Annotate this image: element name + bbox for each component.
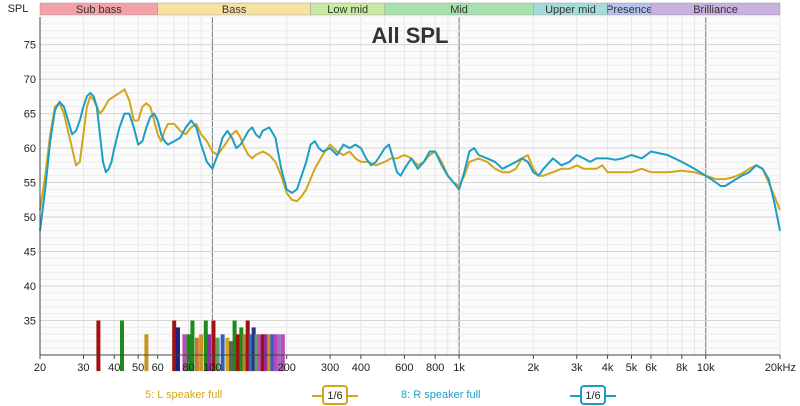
- x-tick-label-10: 600: [395, 362, 413, 374]
- series-line-0: [39, 88, 781, 211]
- marker-bar-14: [220, 334, 225, 372]
- frequency-markers: [96, 320, 285, 372]
- marker-bar-3: [172, 320, 177, 372]
- x-tick-label-1: 30: [77, 362, 89, 374]
- x-tick-label-7: 200: [277, 362, 295, 374]
- y-tick-label-0: 35: [24, 316, 36, 328]
- frequency-bands: Sub bass Bass Low mid Mid Upper mid Presence B…: [39, 2, 781, 16]
- axes: 35 40 45 50 55 60 65 70 75 20 30 40 50 60 80 100 200 300 4…: [24, 17, 796, 374]
- x-tick-label-4: 60: [152, 362, 164, 374]
- band-label-0: Sub bass: [76, 4, 122, 16]
- y-axis-label: SPL: [8, 3, 29, 15]
- marker-bar-8: [194, 337, 199, 372]
- x-tick-label-8: 300: [321, 362, 339, 374]
- y-tick-label-5: 60: [24, 143, 36, 155]
- marker-bar-25: [257, 334, 262, 372]
- marker-bar-23: [251, 327, 256, 372]
- marker-bar-2: [144, 334, 149, 372]
- y-tick-label-8: 75: [24, 40, 36, 52]
- marker-bar-9: [199, 334, 204, 372]
- marker-bar-16: [229, 341, 234, 372]
- plot-area: [40, 17, 780, 355]
- marker-bar-22: [248, 334, 253, 372]
- x-tick-label-0: 20: [34, 362, 46, 374]
- marker-bar-7: [190, 320, 195, 372]
- marker-bar-15: [225, 337, 230, 372]
- legend-label-1: 8: R speaker full: [401, 389, 480, 401]
- x-tick-label-17: 6k: [645, 362, 657, 374]
- series-line-1: [39, 91, 781, 231]
- marker-bar-29: [270, 334, 275, 372]
- marker-bar-19: [239, 327, 244, 372]
- band-label-6: Brilliance: [693, 4, 738, 16]
- marker-bar-5: [182, 334, 187, 372]
- x-tick-label-12: 1k: [453, 362, 465, 374]
- marker-bar-20: [242, 334, 247, 372]
- x-tick-label-18: 8k: [676, 362, 688, 374]
- legend-smoothing-box-0: [322, 385, 348, 405]
- marker-bar-11: [207, 334, 212, 372]
- y-tick-label-7: 70: [24, 74, 36, 86]
- band-label-2: Low mid: [327, 4, 368, 16]
- band-label-4: Upper mid: [545, 4, 596, 16]
- marker-bar-21: [245, 320, 250, 372]
- x-tick-label-5: 80: [182, 362, 194, 374]
- marker-bar-26: [260, 334, 265, 372]
- grid-lines: [39, 16, 781, 355]
- marker-bar-17: [232, 320, 237, 372]
- marker-bar-32: [280, 334, 285, 372]
- y-tick-label-6: 65: [24, 109, 36, 121]
- x-tick-label-11: 800: [426, 362, 444, 374]
- chart-title: All SPL: [371, 23, 448, 48]
- band-label-3: Mid: [450, 4, 468, 16]
- y-tick-label-1: 40: [24, 281, 36, 293]
- legend-label-0: 5: L speaker full: [145, 389, 222, 401]
- legend: 5: L speaker full 1/6 8: R speaker full 1/6: [145, 385, 616, 405]
- marker-bar-31: [276, 334, 281, 372]
- x-tick-label-20: 20kHz: [765, 362, 796, 374]
- x-tick-label-19: 10k: [697, 362, 715, 374]
- marker-bar-28: [267, 334, 272, 372]
- legend-smoothing-0: 1/6: [327, 390, 342, 402]
- x-tick-label-13: 2k: [528, 362, 540, 374]
- marker-bar-10: [203, 320, 208, 372]
- band-label-5: Presence: [606, 4, 652, 16]
- series-lines: [39, 88, 781, 231]
- y-tick-label-2: 45: [24, 247, 36, 259]
- x-tick-label-15: 4k: [602, 362, 614, 374]
- y-tick-label-3: 50: [24, 212, 36, 224]
- x-tick-label-9: 400: [352, 362, 370, 374]
- x-tick-label-16: 5k: [626, 362, 638, 374]
- band-6: [650, 2, 781, 16]
- band-label-1: Bass: [222, 4, 247, 16]
- marker-bar-30: [273, 334, 278, 372]
- x-tick-label-6: 100: [203, 362, 221, 374]
- marker-bar-1: [120, 320, 125, 372]
- x-tick-label-2: 40: [108, 362, 120, 374]
- marker-bar-12: [211, 320, 216, 372]
- x-tick-label-3: 50: [132, 362, 144, 374]
- marker-bar-4: [175, 327, 180, 372]
- legend-smoothing-1: 1/6: [585, 390, 600, 402]
- marker-bar-24: [254, 334, 259, 372]
- marker-bar-18: [236, 334, 241, 372]
- marker-bar-0: [96, 320, 101, 372]
- marker-bar-13: [215, 337, 220, 372]
- x-tick-label-14: 3k: [571, 362, 583, 374]
- marker-bar-6: [186, 334, 191, 372]
- marker-bar-27: [264, 334, 269, 372]
- y-tick-label-4: 55: [24, 178, 36, 190]
- legend-smoothing-box-1: [580, 385, 606, 405]
